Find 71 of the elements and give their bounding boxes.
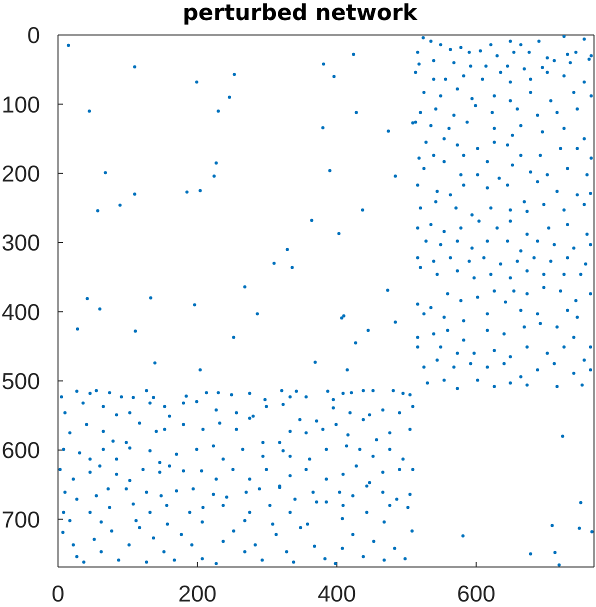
point	[346, 368, 349, 372]
y-tick-label: 500	[2, 368, 40, 394]
point	[96, 209, 100, 212]
point	[98, 307, 102, 311]
point	[553, 550, 557, 554]
point	[216, 110, 220, 113]
point	[386, 288, 390, 292]
point	[342, 314, 346, 318]
point	[354, 341, 358, 344]
point	[394, 174, 397, 178]
y-tick-label: 700	[2, 506, 40, 532]
point	[232, 336, 236, 339]
point	[104, 171, 107, 174]
point	[340, 316, 344, 320]
point	[134, 329, 137, 333]
x-tick-label: 0	[52, 580, 64, 606]
point	[228, 96, 232, 99]
point	[528, 552, 532, 556]
point	[272, 262, 276, 265]
point	[386, 130, 390, 133]
point	[561, 434, 564, 438]
point	[310, 218, 314, 222]
chart-title: perturbed network	[182, 1, 418, 26]
point	[314, 360, 317, 364]
point	[550, 524, 554, 528]
x-tick-label: 600	[457, 580, 496, 606]
point	[88, 110, 91, 113]
point	[590, 530, 594, 534]
point	[198, 189, 202, 192]
point	[149, 296, 152, 300]
point	[212, 174, 216, 178]
point	[579, 501, 582, 504]
y-tick-label: 600	[2, 437, 40, 464]
point	[195, 80, 198, 84]
point	[328, 168, 332, 172]
point	[321, 126, 324, 130]
point	[461, 534, 465, 538]
point	[76, 327, 80, 331]
point	[198, 368, 202, 372]
point	[578, 526, 581, 530]
point	[193, 303, 196, 306]
x-tick-label: 400	[318, 580, 356, 606]
point	[86, 296, 89, 300]
point	[394, 320, 397, 324]
x-tick-label: 200	[178, 580, 217, 606]
y-tick-label: 400	[2, 298, 40, 325]
point	[232, 72, 236, 76]
point	[66, 44, 70, 47]
point	[360, 208, 364, 212]
point	[214, 161, 218, 165]
point	[558, 563, 561, 567]
point	[118, 204, 122, 207]
y-tick-label: 0	[27, 22, 40, 48]
point	[256, 312, 259, 316]
point	[322, 62, 326, 66]
point	[337, 232, 340, 236]
point	[332, 74, 336, 78]
y-tick-label: 300	[2, 230, 40, 256]
point	[290, 266, 294, 270]
point	[366, 328, 370, 332]
point	[185, 190, 189, 194]
y-tick-label: 200	[2, 160, 40, 187]
point	[243, 285, 246, 288]
point	[411, 121, 414, 124]
point	[133, 192, 136, 196]
y-tick-label: 100	[2, 91, 40, 118]
point	[133, 65, 136, 68]
point	[354, 110, 358, 114]
point	[286, 248, 289, 252]
point	[153, 361, 156, 365]
point	[352, 52, 356, 56]
